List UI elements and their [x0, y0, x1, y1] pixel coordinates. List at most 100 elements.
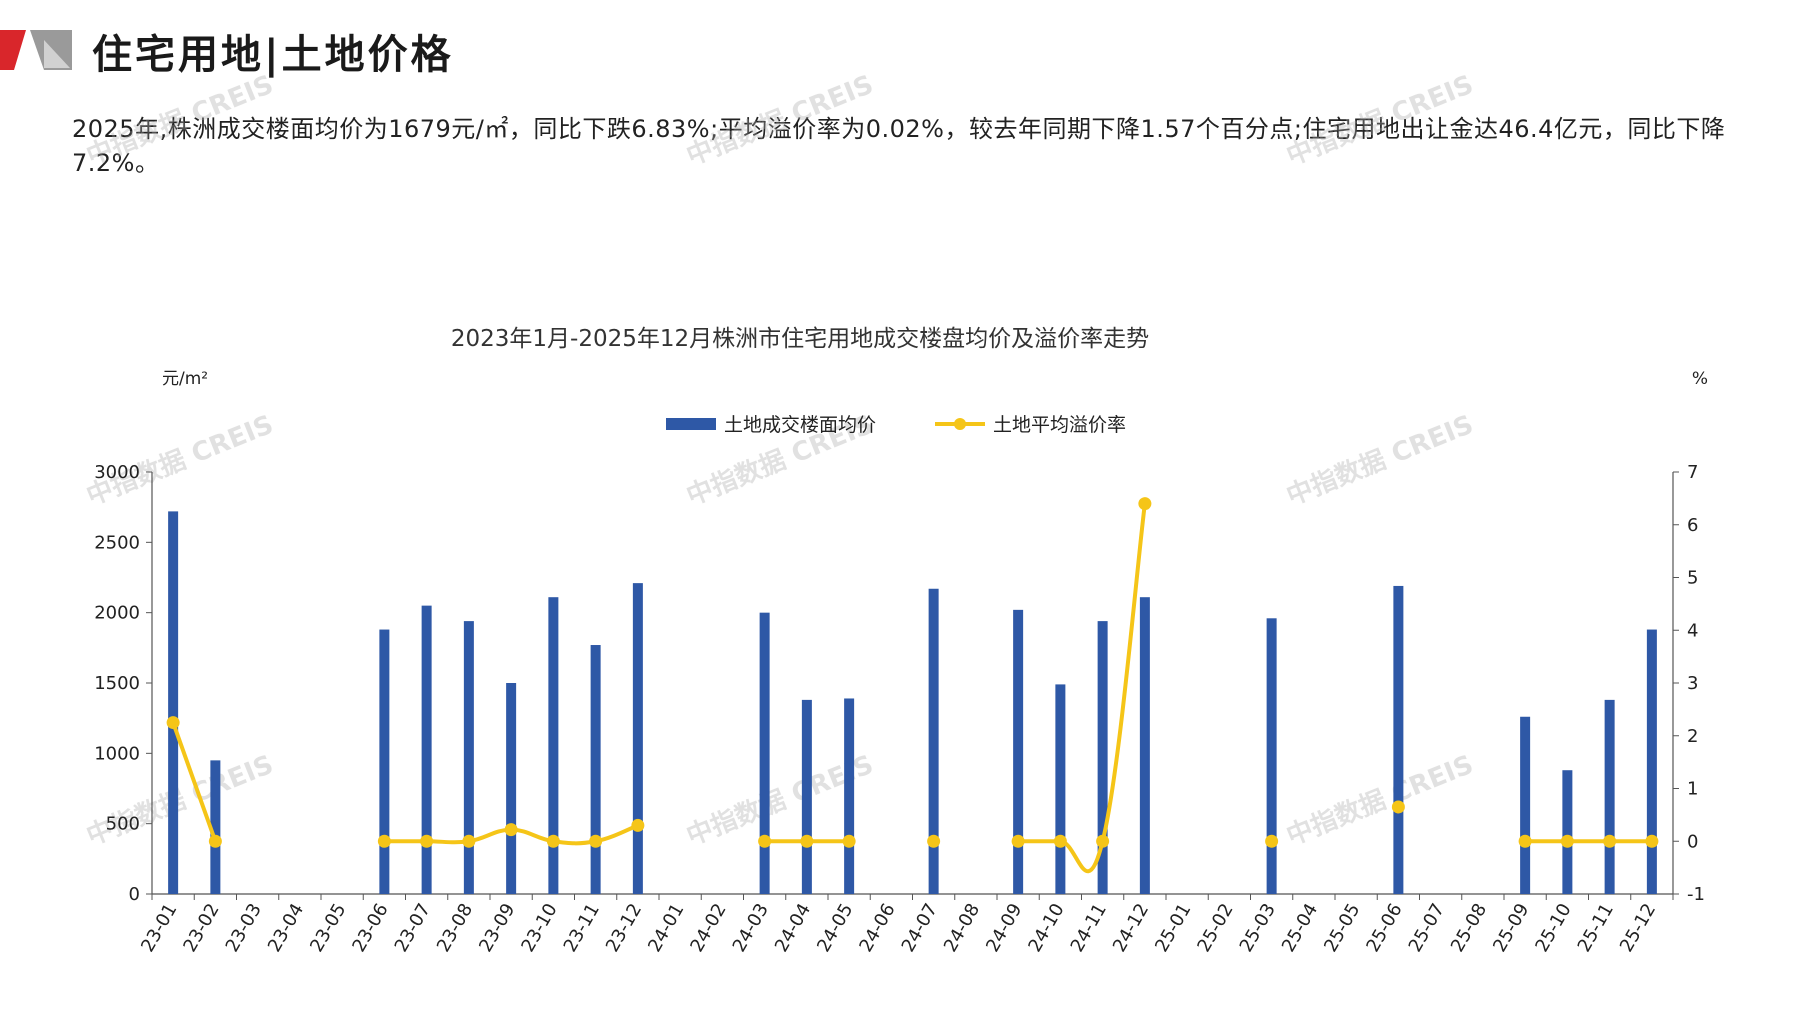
x-tick-label: 24-10 — [1024, 900, 1068, 956]
x-tick-label: 23-08 — [433, 900, 477, 956]
bar — [632, 583, 643, 894]
premium-point — [1603, 834, 1617, 848]
x-tick-label: 23-01 — [137, 900, 181, 956]
x-tick-label: 25-09 — [1489, 900, 1533, 956]
x-tick-label: 24-01 — [644, 900, 688, 956]
x-tick-label: 25-03 — [1236, 900, 1280, 956]
premium-point — [420, 834, 434, 848]
bar — [379, 629, 390, 894]
y-left-tick-label: 3000 — [94, 462, 140, 483]
x-tick-label: 25-10 — [1531, 900, 1575, 956]
legend-line-label: 土地平均溢价率 — [993, 414, 1126, 436]
y-right-tick-label: 4 — [1687, 620, 1698, 641]
x-tick-label: 25-01 — [1151, 900, 1195, 956]
bar — [1266, 618, 1277, 894]
x-tick-label: 24-04 — [771, 900, 815, 956]
premium-point — [504, 823, 518, 837]
premium-point — [546, 834, 560, 848]
premium-point — [1011, 834, 1025, 848]
premium-point — [589, 834, 603, 848]
bar — [1604, 699, 1615, 894]
y-axis-left-label: 元/m² — [162, 369, 208, 389]
premium-line — [1018, 503, 1147, 874]
y-right-tick-label: 7 — [1687, 462, 1698, 483]
bar — [1139, 597, 1150, 894]
legend-bar-label: 土地成交楼面均价 — [724, 414, 876, 436]
premium-point — [927, 834, 941, 848]
x-tick-label: 23-12 — [602, 900, 646, 956]
premium-point — [800, 834, 814, 848]
y-left-tick-label: 2500 — [94, 532, 140, 553]
price-premium-chart: 2023年1月-2025年12月株洲市住宅用地成交楼盘均价及溢价率走势元/m²%… — [0, 310, 1797, 1010]
x-tick-label: 24-08 — [940, 900, 984, 956]
premium-point — [1053, 834, 1067, 848]
x-tick-label: 25-12 — [1616, 900, 1660, 956]
bar — [421, 605, 432, 894]
premium-point — [842, 834, 856, 848]
summary-text: 2025年,株洲成交楼面均价为1679元/㎡，同比下跌6.83%;平均溢价率为0… — [72, 115, 1726, 177]
bar — [1646, 629, 1657, 894]
x-tick-label: 23-10 — [517, 900, 561, 956]
y-right-tick-label: 5 — [1687, 568, 1698, 589]
premium-point — [758, 834, 772, 848]
x-tick-label: 24-09 — [982, 900, 1026, 956]
x-tick-label: 25-05 — [1320, 900, 1364, 956]
y-right-tick-label: 0 — [1687, 831, 1698, 852]
x-tick-label: 25-07 — [1405, 900, 1449, 956]
premium-point — [1645, 834, 1659, 848]
premium-point — [166, 716, 180, 730]
bar — [210, 760, 221, 894]
bar — [548, 597, 559, 894]
y-right-tick-label: 6 — [1687, 515, 1698, 536]
y-left-tick-label: 1500 — [94, 673, 140, 694]
bar — [1013, 609, 1024, 894]
premium-point — [631, 818, 645, 832]
x-tick-label: 23-02 — [179, 900, 223, 956]
y-axis-right-label: % — [1692, 369, 1708, 389]
x-tick-label: 23-05 — [306, 900, 350, 956]
y-right-tick-label: -1 — [1687, 884, 1705, 905]
premium-point — [1518, 834, 1532, 848]
x-tick-label: 24-03 — [729, 900, 773, 956]
x-tick-label: 24-02 — [686, 900, 730, 956]
premium-point — [208, 834, 222, 848]
premium-point — [377, 834, 391, 848]
x-tick-label: 24-12 — [1109, 900, 1153, 956]
bar — [1055, 684, 1066, 894]
chart-title: 2023年1月-2025年12月株洲市住宅用地成交楼盘均价及溢价率走势 — [451, 326, 1149, 352]
x-tick-label: 24-06 — [855, 900, 899, 956]
premium-point — [1391, 800, 1405, 814]
bar — [1393, 585, 1404, 894]
bar — [759, 612, 770, 894]
x-tick-label: 25-11 — [1574, 900, 1618, 956]
bar — [168, 511, 179, 894]
x-tick-label: 25-06 — [1362, 900, 1406, 956]
premium-point — [1138, 497, 1152, 511]
brand-logo-icon — [0, 30, 72, 70]
page-header: 住宅用地|土地价格 — [0, 0, 1797, 100]
x-tick-label: 23-07 — [391, 900, 435, 956]
x-tick-label: 23-09 — [475, 900, 519, 956]
x-tick-label: 25-04 — [1278, 900, 1322, 956]
legend-line-marker — [954, 418, 966, 430]
bar — [801, 699, 812, 894]
bar — [1520, 716, 1531, 894]
premium-line — [171, 721, 218, 842]
y-left-tick-label: 1000 — [94, 743, 140, 764]
bar — [1097, 621, 1108, 894]
x-tick-label: 24-07 — [898, 900, 942, 956]
bar — [506, 683, 517, 894]
x-tick-label: 24-05 — [813, 900, 857, 956]
premium-point — [1560, 834, 1574, 848]
bar — [463, 621, 474, 894]
x-tick-label: 23-06 — [348, 900, 392, 956]
page-title: 住宅用地|土地价格 — [92, 32, 454, 78]
y-left-tick-label: 2000 — [94, 603, 140, 624]
bar — [928, 588, 939, 894]
premium-point — [1096, 834, 1110, 848]
y-right-tick-label: 2 — [1687, 726, 1698, 747]
x-tick-label: 25-02 — [1193, 900, 1237, 956]
y-right-tick-label: 3 — [1687, 673, 1698, 694]
y-left-tick-label: 500 — [106, 814, 140, 835]
y-right-tick-label: 1 — [1687, 779, 1698, 800]
